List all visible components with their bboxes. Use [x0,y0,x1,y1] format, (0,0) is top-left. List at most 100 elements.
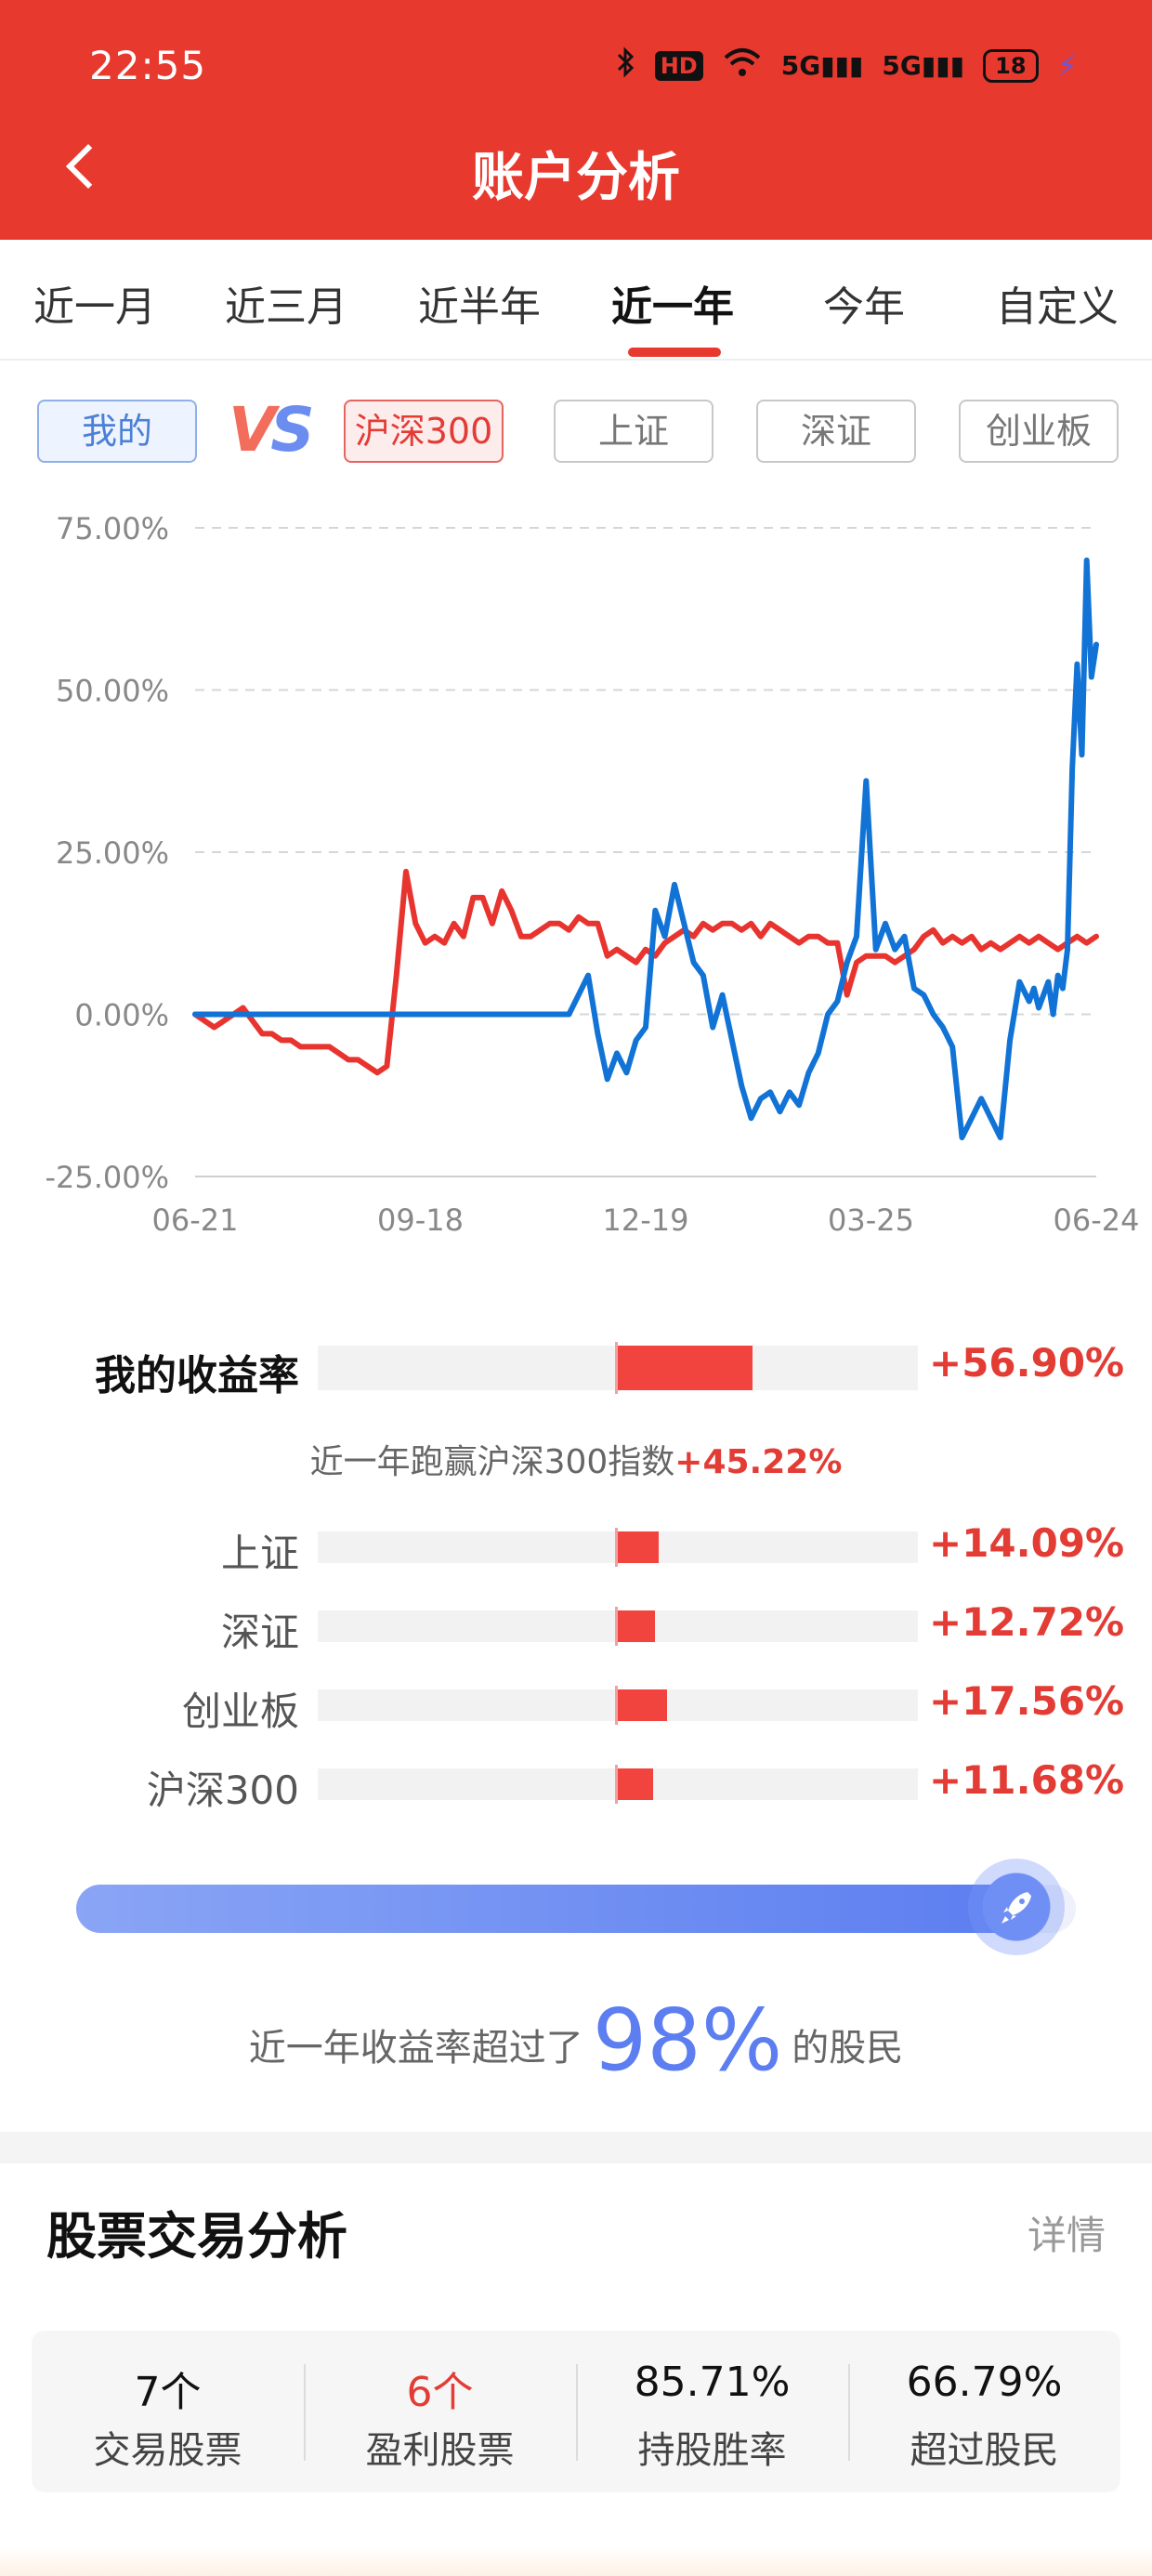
return-row-sz: 深证 +12.72% [0,1597,1152,1655]
return-track [318,1528,918,1567]
rocket-icon [1001,1892,1032,1924]
battery-icon: 18 [983,48,1039,83]
stat-traded-stocks[interactable]: 7个 交易股票 [32,2331,304,2492]
hd-icon: HD [654,50,703,81]
return-value-sz: +12.72% [929,1599,1125,1645]
x-tick-label: 06-21 [152,1203,239,1238]
return-label-cyb: 创业板 [181,1689,299,1734]
return-row-hs300: 沪深300 +11.68% [0,1755,1152,1813]
beat-text: 近一年跑赢沪深300指数 [309,1443,675,1481]
stat-divider [304,2364,306,2461]
section-divider [0,2132,1152,2163]
return-fill-sh [618,1531,659,1563]
bluetooth-icon [616,46,636,85]
rank-progress-knob [968,1859,1066,1955]
compare-chips: 我的 VS 沪深300 上证 深证 创业板 [0,394,1152,467]
stat-value: 66.79% [906,2359,1063,2406]
stat-label: 持股胜率 [637,2429,787,2472]
stat-value: 7个 [134,2369,202,2416]
series-line-mine [192,557,1099,1141]
tab-half-year[interactable]: 近半年 [418,283,541,331]
series-line-hs300 [192,868,1099,1076]
x-tick-label: 12-19 [603,1203,689,1238]
page-title: 账户分析 [472,148,680,208]
trade-analysis-title: 股票交易分析 [46,2207,347,2266]
stat-label: 超过股民 [910,2429,1059,2472]
return-zero-line [615,1342,618,1394]
return-track [318,1342,918,1394]
active-tab-indicator [628,348,721,357]
tab-1-month[interactable]: 近一月 [33,283,156,331]
return-zero-line [615,1765,618,1804]
signal-label-2: 5G [882,50,922,81]
return-track [318,1686,918,1725]
charging-icon: ⚡ [1056,47,1078,84]
tab-3-months[interactable]: 近三月 [225,283,347,331]
x-tick-label: 09-18 [377,1203,464,1238]
stat-value: 6个 [406,2369,474,2416]
chip-mine[interactable]: 我的 [37,400,197,463]
trade-stats-card: 7个 交易股票 6个 盈利股票 85.71% 持股胜率 66.79% 超过股民 [32,2331,1120,2492]
return-zero-line [615,1686,618,1725]
vs-letter-v: V [229,394,276,466]
return-row-cyb: 创业板 +17.56% [0,1676,1152,1734]
status-icons: HD 5G▮▮▮ 5G▮▮▮ 18 ⚡ [616,46,1078,85]
trade-analysis-details-link[interactable]: 详情 [1027,2213,1106,2258]
status-time: 22:55 [89,43,207,88]
rank-line: 近一年收益率超过了 98% 的股民 [0,1991,1152,2090]
stat-divider [848,2364,850,2461]
period-tabs: 近一月 近三月 近半年 近一年 今年 自定义 [0,240,1152,361]
rank-progress-bar [76,1859,1076,1955]
return-row-mine: 我的收益率 +56.90% [0,1338,1152,1400]
return-chart: 75.00% 50.00% 25.00% 0.00% -25.00% 06-21 09-18… [0,483,1152,1245]
x-tick-label: 06-24 [1054,1203,1140,1238]
stat-value: 85.71% [634,2359,791,2406]
return-chart-svg: 75.00% 50.00% 25.00% 0.00% -25.00% 06-21 09-18… [45,511,1140,1238]
return-value-hs300: +11.68% [929,1757,1125,1803]
signal-5g-icon: 5G▮▮▮ [780,50,864,81]
chip-hs300[interactable]: 沪深300 [344,400,504,463]
return-fill-hs300 [618,1768,653,1800]
y-tick-label: 50.00% [56,674,169,709]
return-value-mine: +56.90% [929,1340,1125,1386]
return-row-sh: 上证 +14.09% [0,1518,1152,1576]
return-zero-line [615,1528,618,1567]
tab-1-year[interactable]: 近一年 [611,283,734,331]
wifi-icon [722,46,763,85]
chip-shanghai[interactable]: 上证 [554,400,713,463]
return-track [318,1765,918,1804]
chip-chinext[interactable]: 创业板 [959,400,1119,463]
tab-custom[interactable]: 自定义 [996,283,1119,331]
return-label-sz: 深证 [220,1610,299,1655]
stat-profit-stocks[interactable]: 6个 盈利股票 [304,2331,576,2492]
return-zero-line [615,1607,618,1646]
x-tick-label: 03-25 [828,1203,914,1238]
vs-icon: VS [229,394,315,466]
stat-label: 盈利股票 [365,2429,515,2472]
stat-beat-users[interactable]: 66.79% 超过股民 [848,2331,1120,2492]
return-label-sh: 上证 [220,1531,299,1576]
return-fill-cyb [618,1689,667,1721]
stat-win-rate[interactable]: 85.71% 持股胜率 [576,2331,848,2492]
return-value-cyb: +17.56% [929,1678,1125,1724]
return-label-hs300: 沪深300 [146,1768,299,1813]
stat-divider [576,2364,578,2461]
stat-label: 交易股票 [93,2429,242,2472]
status-bar: 22:55 HD 5G▮▮▮ 5G▮▮▮ 18 ⚡ [0,0,1152,104]
app-header: 账户分析 [0,104,1152,240]
beat-value: +45.22% [674,1443,843,1481]
return-label-mine: 我的收益率 [95,1352,299,1400]
beat-index-line: 近一年跑赢沪深300指数+45.22% [0,1435,1152,1483]
vs-letter-s: S [270,394,314,466]
rank-suffix: 的股民 [792,2027,904,2070]
chip-shenzhen[interactable]: 深证 [756,400,916,463]
return-track [318,1607,918,1646]
return-value-sh: +14.09% [929,1520,1125,1566]
rank-prefix: 近一年收益率超过了 [248,2027,583,2070]
bottom-banner-edge [0,2546,1152,2576]
y-tick-label: 25.00% [56,835,169,871]
y-tick-label: -25.00% [45,1160,169,1195]
rank-progress-fill [76,1885,1017,1933]
y-tick-label: 0.00% [74,998,169,1033]
tab-this-year[interactable]: 今年 [823,283,905,331]
